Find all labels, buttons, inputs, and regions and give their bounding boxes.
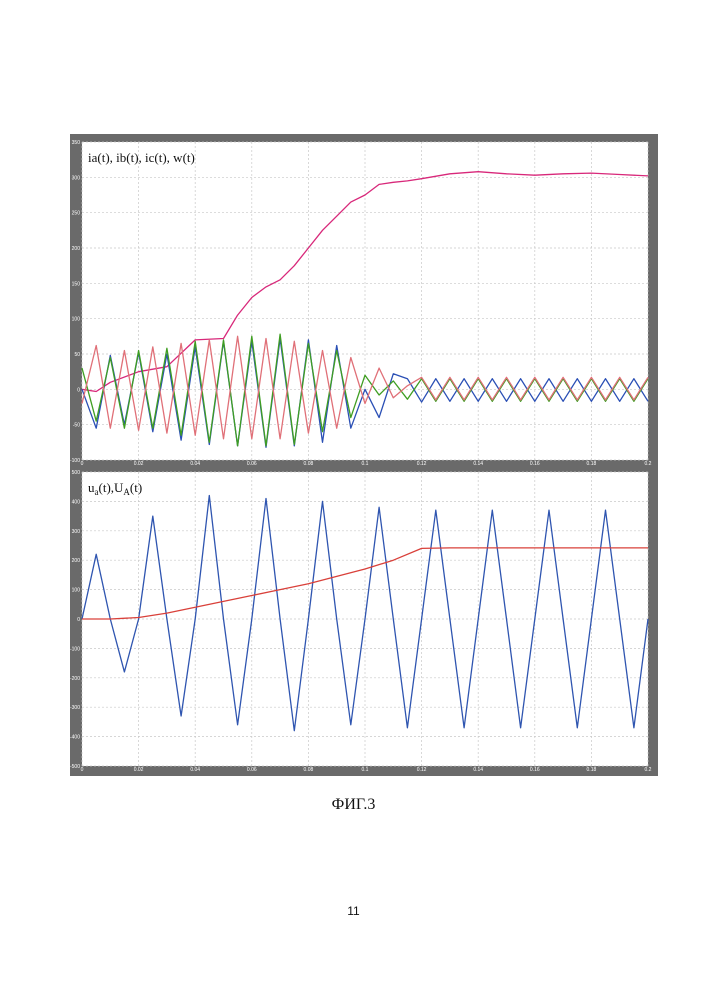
y-tick-label: 350 — [72, 140, 81, 146]
y-tick-label: 50 — [74, 352, 80, 358]
y-tick-label: -100 — [70, 646, 80, 652]
y-tick-label: 100 — [72, 317, 81, 323]
y-tick-label: -50 — [73, 423, 80, 429]
y-tick-label: 150 — [72, 281, 81, 287]
plot-area — [82, 142, 648, 460]
chart-title: ia(t), ib(t), ic(t), w(t) — [88, 150, 195, 165]
x-tick-label: 0.2 — [645, 767, 652, 773]
x-tick-label: 0.08 — [304, 767, 314, 773]
x-tick-label: 0 — [81, 767, 84, 773]
x-tick-label: 0.06 — [247, 767, 257, 773]
y-tick-label: 200 — [72, 246, 81, 252]
y-tick-label: 0 — [77, 387, 80, 393]
x-tick-label: 0.12 — [417, 767, 427, 773]
x-tick-label: 0.18 — [587, 767, 597, 773]
y-tick-label: -400 — [70, 735, 80, 741]
figure-caption: ФИГ.3 — [0, 796, 707, 814]
y-tick-label: 0 — [77, 617, 80, 623]
x-tick-label: 0.02 — [134, 767, 144, 773]
y-tick-label: -300 — [70, 705, 80, 711]
y-tick-label: 500 — [72, 470, 81, 476]
x-tick-label: 0.14 — [473, 767, 483, 773]
y-tick-label: 300 — [72, 175, 81, 181]
voltage-plot: 00.020.040.060.080.10.120.140.160.180.2 … — [70, 466, 658, 776]
y-tick-label: 400 — [72, 499, 81, 505]
currents-and-speed-plot: 00.020.040.060.080.10.120.140.160.180.2 … — [70, 134, 658, 467]
y-tick-label: -500 — [70, 764, 80, 770]
y-tick-label: -200 — [70, 676, 80, 682]
y-tick-label: 250 — [72, 211, 81, 217]
y-tick-label: 100 — [72, 588, 81, 594]
x-tick-label: 0.1 — [362, 767, 369, 773]
y-tick-label: 300 — [72, 529, 81, 535]
x-tick-label: 0.04 — [190, 767, 200, 773]
y-tick-label: -100 — [70, 458, 80, 464]
y-tick-label: 200 — [72, 558, 81, 564]
page-number: 11 — [0, 904, 707, 918]
x-tick-label: 0.16 — [530, 767, 540, 773]
